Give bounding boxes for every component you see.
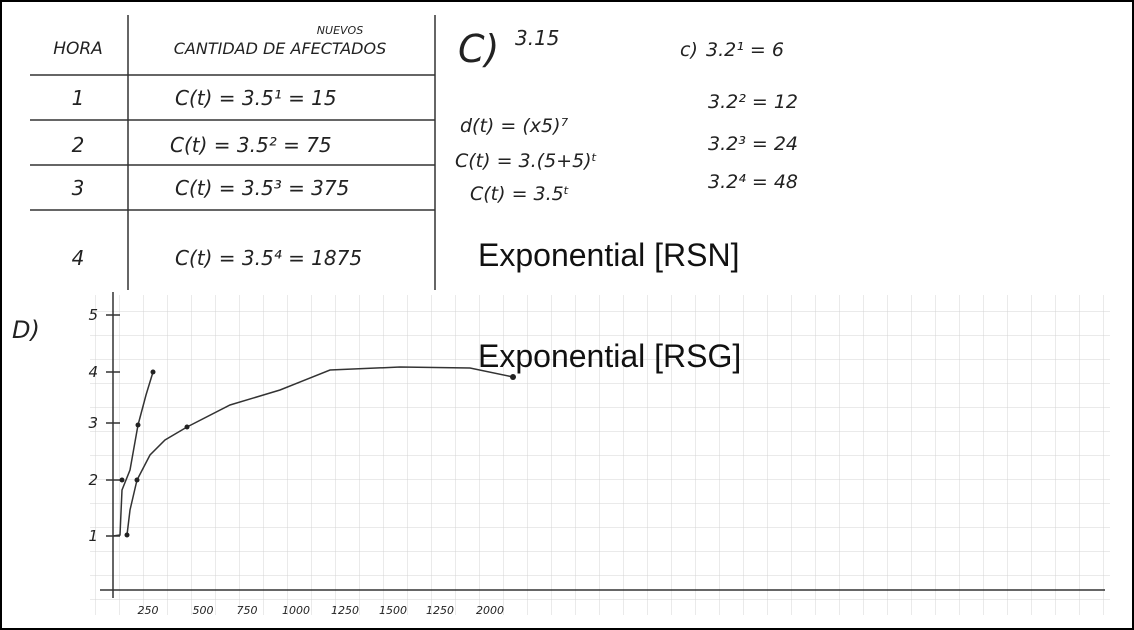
formula-cell: C(t) = 3.5⁴ = 1875: [175, 246, 362, 270]
annotation: Exponential [RSN]: [478, 237, 739, 273]
page: HORA CANTIDAD DE AFECTADOS NUEVOS 1 C(t) …: [0, 0, 1134, 630]
x-tick-label: 1250: [331, 604, 359, 617]
formula: 3.2⁴ = 48: [708, 171, 798, 193]
x-tick-label: 2000: [476, 604, 504, 617]
formula-cell: C(t) = 3.5³ = 375: [175, 176, 349, 200]
y-tick-label: 3: [88, 414, 98, 432]
x-tick-label: 1500: [379, 604, 407, 617]
header-note: NUEVOS: [317, 24, 363, 37]
formula: 3.2³ = 24: [708, 133, 798, 155]
section-label: c): [680, 39, 698, 61]
section-label: C): [458, 27, 499, 71]
x-tick-label: 1250: [426, 604, 454, 617]
formula: C(t) = 3.5ᵗ: [470, 183, 569, 205]
hour-cell: 2: [72, 133, 85, 157]
y-tick-label: 1: [88, 527, 98, 545]
x-tick-label: 750: [237, 604, 258, 617]
formula: 3.2¹ = 6: [706, 39, 784, 61]
formula: 3.2² = 12: [708, 91, 798, 113]
hour-cell: 1: [72, 86, 85, 110]
scribble: 3.15: [515, 26, 560, 50]
hour-cell: 4: [72, 246, 85, 270]
y-tick-label: 2: [88, 471, 98, 489]
y-tick-label: 4: [88, 363, 98, 381]
x-tick-label: 1000: [282, 604, 310, 617]
formula: C(t) = 3.(5+5)ᵗ: [455, 150, 597, 172]
formula-cell: C(t) = 3.5¹ = 15: [175, 86, 337, 110]
formula-cell: C(t) = 3.5² = 75: [170, 133, 332, 157]
hour-cell: 3: [72, 176, 85, 200]
x-tick-label: 250: [138, 604, 159, 617]
x-tick-label: 500: [193, 604, 214, 617]
y-tick-label: 5: [88, 306, 98, 324]
header: CANTIDAD DE AFECTADOS: [174, 39, 387, 58]
annotation: Exponential [RSG]: [478, 338, 741, 374]
section-label: D): [12, 316, 40, 344]
formula: d(t) = (x5)⁷: [460, 115, 568, 137]
header: HORA: [53, 39, 103, 59]
